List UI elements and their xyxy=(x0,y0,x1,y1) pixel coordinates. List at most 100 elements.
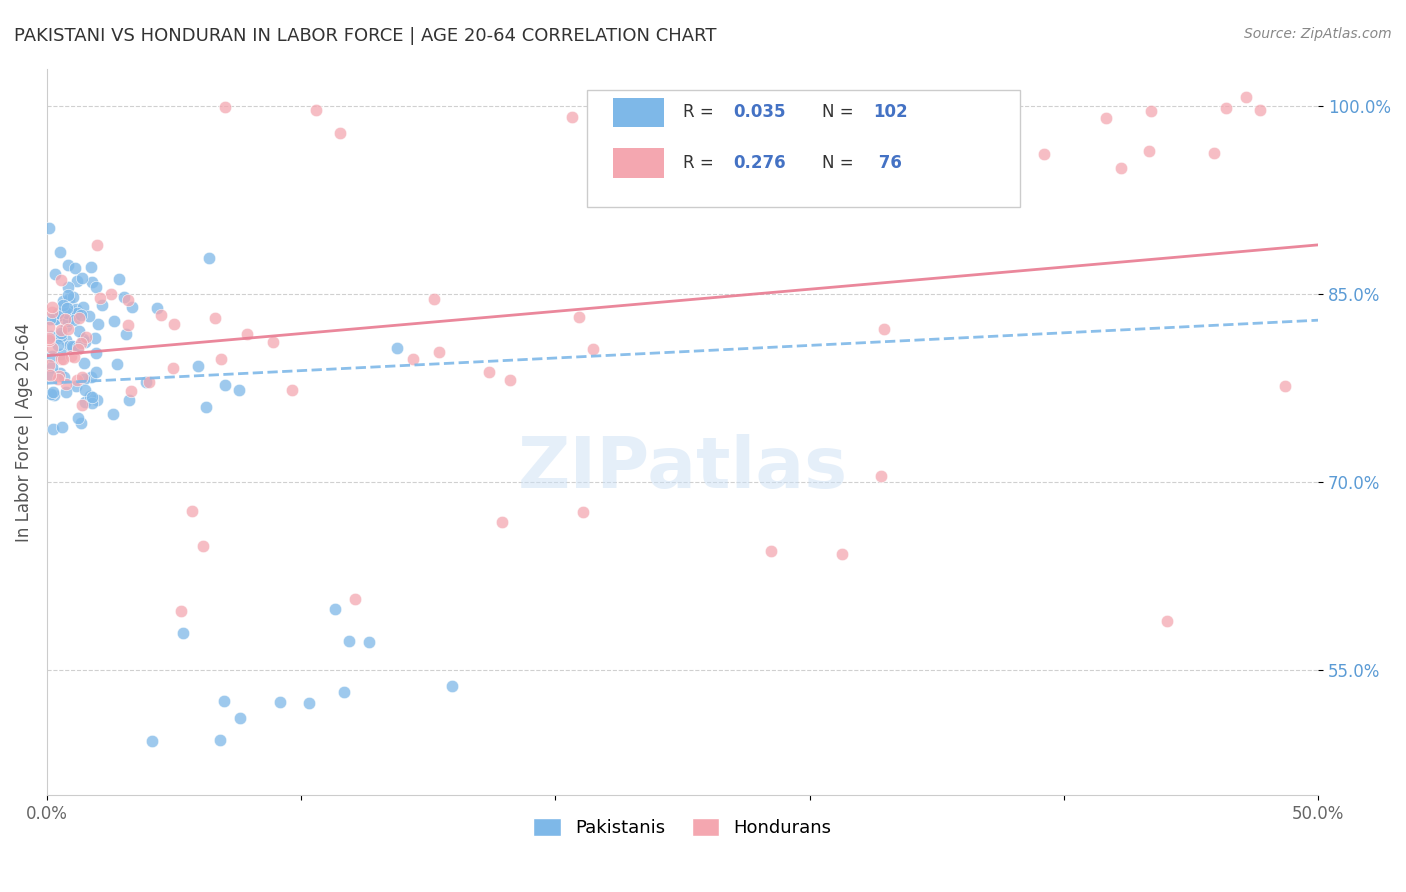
Hondurans xyxy=(38,334,60,348)
Text: R =: R = xyxy=(682,154,718,172)
Pakistanis xyxy=(48,366,70,380)
Hondurans xyxy=(1249,103,1271,117)
Pakistanis xyxy=(84,331,107,345)
Hondurans xyxy=(67,311,90,326)
Pakistanis xyxy=(42,422,65,436)
Pakistanis xyxy=(56,279,79,293)
Pakistanis xyxy=(359,635,381,649)
Hondurans xyxy=(66,372,89,386)
Text: R =: R = xyxy=(682,103,718,121)
Pakistanis xyxy=(39,328,62,343)
Hondurans xyxy=(56,322,79,336)
Text: 0.035: 0.035 xyxy=(734,103,786,121)
Pakistanis xyxy=(103,313,125,327)
Hondurans xyxy=(69,335,91,350)
FancyBboxPatch shape xyxy=(613,97,664,127)
Pakistanis xyxy=(135,375,157,389)
Hondurans xyxy=(761,544,783,558)
Pakistanis xyxy=(84,280,107,294)
Hondurans xyxy=(1094,111,1116,125)
Hondurans xyxy=(72,398,94,412)
Hondurans xyxy=(120,384,142,398)
Pakistanis xyxy=(84,365,107,379)
Hondurans xyxy=(329,127,352,141)
Pakistanis xyxy=(80,369,103,384)
Hondurans xyxy=(163,318,186,332)
Hondurans xyxy=(38,319,60,334)
Pakistanis xyxy=(53,370,76,384)
Pakistanis xyxy=(121,300,143,314)
Pakistanis xyxy=(323,602,346,616)
Pakistanis xyxy=(87,317,110,331)
Pakistanis xyxy=(55,319,77,334)
Pakistanis xyxy=(56,288,79,302)
Pakistanis xyxy=(44,388,66,402)
Pakistanis xyxy=(66,410,89,425)
Hondurans xyxy=(957,136,980,151)
Pakistanis xyxy=(441,679,464,693)
Hondurans xyxy=(568,310,591,324)
Hondurans xyxy=(499,373,522,387)
Pakistanis xyxy=(337,634,360,648)
Hondurans xyxy=(1032,146,1054,161)
Pakistanis xyxy=(73,356,96,370)
Hondurans xyxy=(582,342,605,356)
Pakistanis xyxy=(90,297,112,311)
Pakistanis xyxy=(38,367,60,381)
Hondurans xyxy=(281,383,304,397)
Text: 102: 102 xyxy=(873,103,908,121)
Pakistanis xyxy=(51,347,73,361)
Hondurans xyxy=(39,368,62,382)
Pakistanis xyxy=(73,371,96,385)
Pakistanis xyxy=(41,359,63,374)
Pakistanis xyxy=(41,350,63,364)
Hondurans xyxy=(89,291,111,305)
Pakistanis xyxy=(52,297,75,311)
Pakistanis xyxy=(65,302,87,317)
Hondurans xyxy=(41,300,63,314)
Pakistanis xyxy=(66,340,89,354)
Hondurans xyxy=(193,540,215,554)
Hondurans xyxy=(870,468,893,483)
Hondurans xyxy=(72,370,94,384)
Hondurans xyxy=(423,292,446,306)
Hondurans xyxy=(86,238,108,252)
Pakistanis xyxy=(56,301,79,316)
Pakistanis xyxy=(60,339,83,353)
Hondurans xyxy=(38,358,60,372)
Pakistanis xyxy=(112,290,135,304)
Pakistanis xyxy=(208,732,231,747)
Text: 76: 76 xyxy=(873,154,903,172)
Hondurans xyxy=(49,323,72,337)
Pakistanis xyxy=(67,324,90,338)
Pakistanis xyxy=(66,274,89,288)
Hondurans xyxy=(170,604,193,618)
Pakistanis xyxy=(38,220,60,235)
Pakistanis xyxy=(214,377,236,392)
Hondurans xyxy=(46,372,69,386)
Hondurans xyxy=(1204,146,1226,161)
Pakistanis xyxy=(82,275,104,289)
Hondurans xyxy=(644,112,666,127)
Pakistanis xyxy=(105,357,128,371)
Pakistanis xyxy=(75,334,97,349)
Pakistanis xyxy=(45,331,67,345)
Pakistanis xyxy=(72,332,94,346)
Text: N =: N = xyxy=(823,103,853,121)
Pakistanis xyxy=(228,383,250,397)
Pakistanis xyxy=(46,338,69,352)
Pakistanis xyxy=(118,393,141,408)
Hondurans xyxy=(48,369,70,384)
Pakistanis xyxy=(56,306,79,320)
Pakistanis xyxy=(387,341,409,355)
Hondurans xyxy=(150,308,173,322)
Pakistanis xyxy=(66,306,89,320)
Hondurans xyxy=(209,351,232,366)
Hondurans xyxy=(214,100,236,114)
Pakistanis xyxy=(80,390,103,404)
Pakistanis xyxy=(69,308,91,322)
Hondurans xyxy=(162,361,184,376)
Hondurans xyxy=(262,334,284,349)
Pakistanis xyxy=(103,407,125,421)
Pakistanis xyxy=(73,394,96,409)
